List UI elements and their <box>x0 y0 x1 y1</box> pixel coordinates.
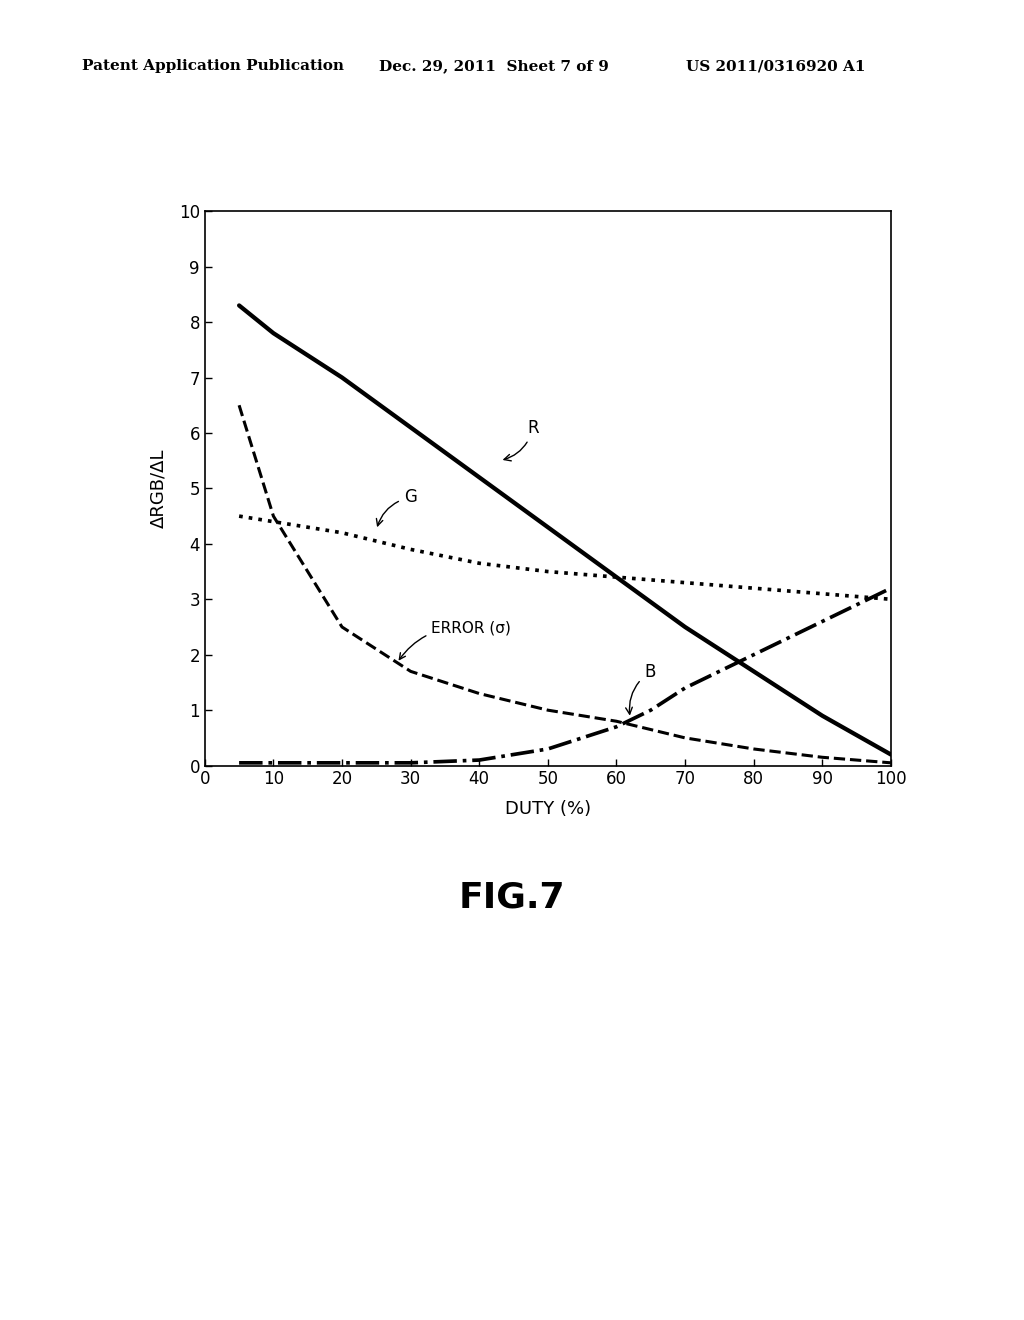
Text: Dec. 29, 2011  Sheet 7 of 9: Dec. 29, 2011 Sheet 7 of 9 <box>379 59 608 74</box>
Text: Patent Application Publication: Patent Application Publication <box>82 59 344 74</box>
Y-axis label: ΔRGB/ΔL: ΔRGB/ΔL <box>150 449 168 528</box>
Text: G: G <box>377 488 417 525</box>
Text: B: B <box>626 663 655 714</box>
X-axis label: DUTY (%): DUTY (%) <box>505 800 591 817</box>
Text: R: R <box>504 418 539 461</box>
Text: US 2011/0316920 A1: US 2011/0316920 A1 <box>686 59 865 74</box>
Text: ERROR (σ): ERROR (σ) <box>399 620 511 660</box>
Text: FIG.7: FIG.7 <box>459 880 565 915</box>
